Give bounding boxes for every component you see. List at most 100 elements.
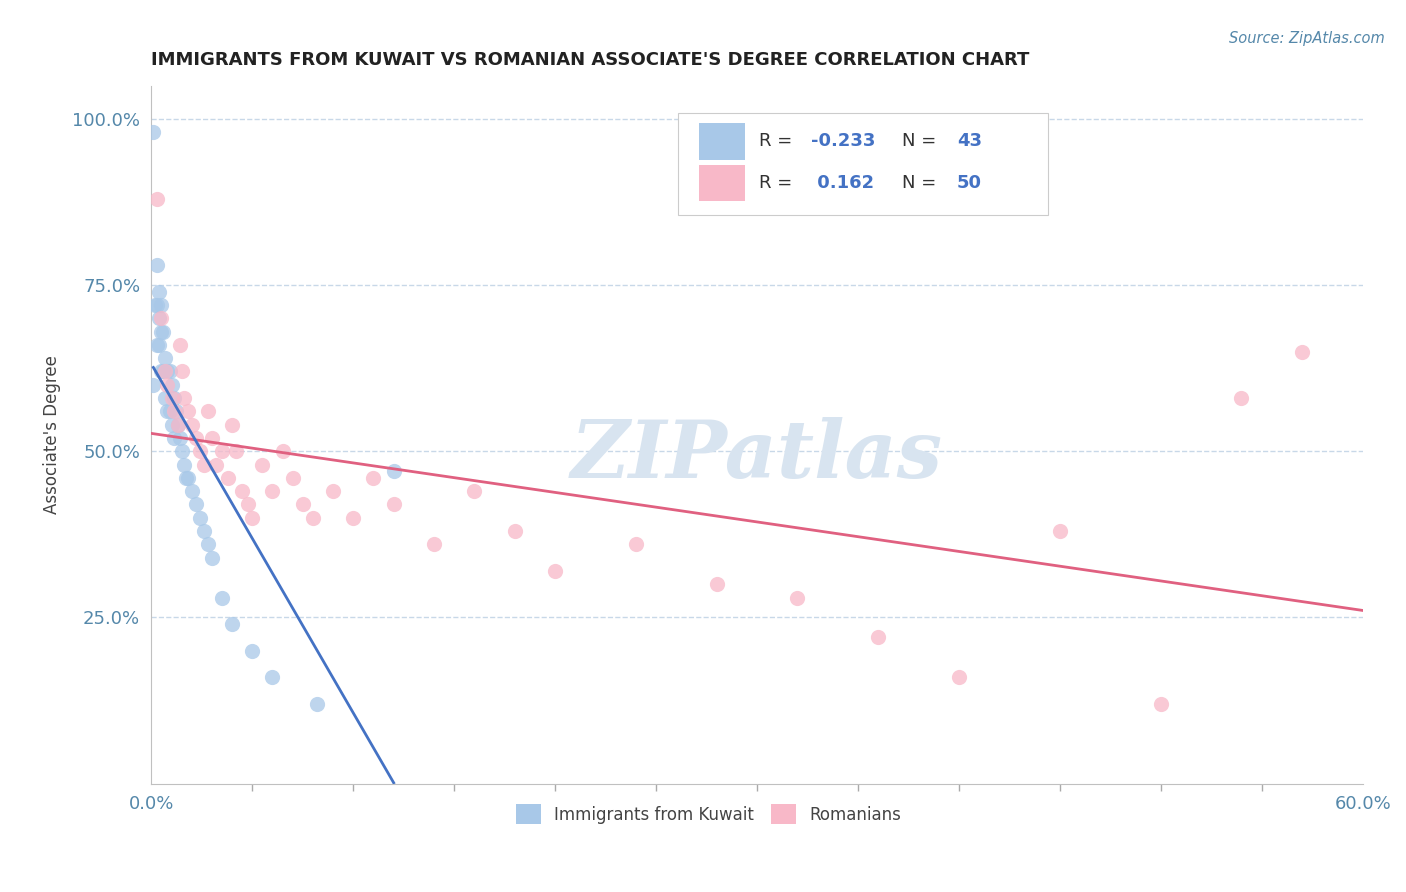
Text: Source: ZipAtlas.com: Source: ZipAtlas.com [1229,31,1385,46]
Point [252,458,274,472]
Point [1291,344,1313,359]
Point [240,644,263,658]
Point [162,391,184,405]
Text: 43: 43 [957,132,981,151]
Point [160,391,183,405]
Point [146,258,169,272]
Point [302,510,325,524]
Point [217,471,239,485]
Point [159,404,181,418]
Point [156,377,179,392]
Point [155,391,177,405]
Point [180,417,202,432]
Point [173,458,195,472]
Point [176,404,198,418]
Point [193,458,215,472]
Point [221,617,243,632]
Point [162,404,184,418]
Point [868,631,890,645]
Point [1150,697,1173,711]
Y-axis label: Associate's Degree: Associate's Degree [44,355,60,514]
Point [706,577,728,591]
Point [463,484,485,499]
Point [382,464,405,478]
FancyBboxPatch shape [699,165,745,202]
Point [201,550,224,565]
Point [1230,391,1253,405]
Point [305,697,328,711]
Point [148,338,170,352]
Point [193,524,215,538]
Point [188,510,211,524]
FancyBboxPatch shape [699,123,745,160]
Point [173,391,195,405]
Point [174,471,197,485]
Point [170,444,193,458]
Text: ZIPatlas: ZIPatlas [571,417,943,494]
Point [201,431,224,445]
Point [146,338,169,352]
Legend: Immigrants from Kuwait, Romanians: Immigrants from Kuwait, Romanians [516,804,901,824]
Point [225,444,247,458]
Point [150,325,173,339]
Text: IMMIGRANTS FROM KUWAIT VS ROMANIAN ASSOCIATE'S DEGREE CORRELATION CHART: IMMIGRANTS FROM KUWAIT VS ROMANIAN ASSOC… [152,51,1029,69]
Point [146,298,169,312]
Point [142,377,165,392]
Point [155,364,177,378]
Point [148,311,170,326]
Point [150,311,173,326]
Point [948,670,970,684]
Point [184,498,207,512]
Point [162,431,184,445]
Point [169,431,191,445]
Point [145,298,167,312]
Point [156,404,179,418]
Point [221,417,243,432]
Point [786,591,808,605]
Text: N =: N = [903,174,942,193]
Point [152,364,174,378]
Point [423,537,446,551]
Point [262,484,284,499]
Text: 0.162: 0.162 [811,174,875,193]
Point [281,471,304,485]
Point [240,510,263,524]
Point [160,417,183,432]
Text: -0.233: -0.233 [811,132,876,151]
Point [150,298,173,312]
Point [184,431,207,445]
Point [271,444,294,458]
Point [363,471,385,485]
Text: R =: R = [759,132,799,151]
Text: N =: N = [903,132,942,151]
Point [159,364,181,378]
Point [262,670,284,684]
Point [160,377,183,392]
Point [155,351,177,366]
Point [197,537,219,551]
Text: R =: R = [759,174,799,193]
Point [150,364,173,378]
Point [165,404,187,418]
Point [197,404,219,418]
Point [176,471,198,485]
Point [142,125,165,139]
Point [544,564,567,578]
Point [503,524,526,538]
Point [166,417,188,432]
Point [148,285,170,299]
Point [146,192,169,206]
Point [1049,524,1071,538]
Point [170,364,193,378]
Point [156,364,179,378]
Point [231,484,253,499]
Point [382,498,405,512]
Point [322,484,344,499]
Point [180,484,202,499]
Point [152,325,174,339]
Point [238,498,260,512]
Point [211,591,233,605]
Point [624,537,647,551]
Point [291,498,314,512]
Text: 50: 50 [957,174,981,193]
